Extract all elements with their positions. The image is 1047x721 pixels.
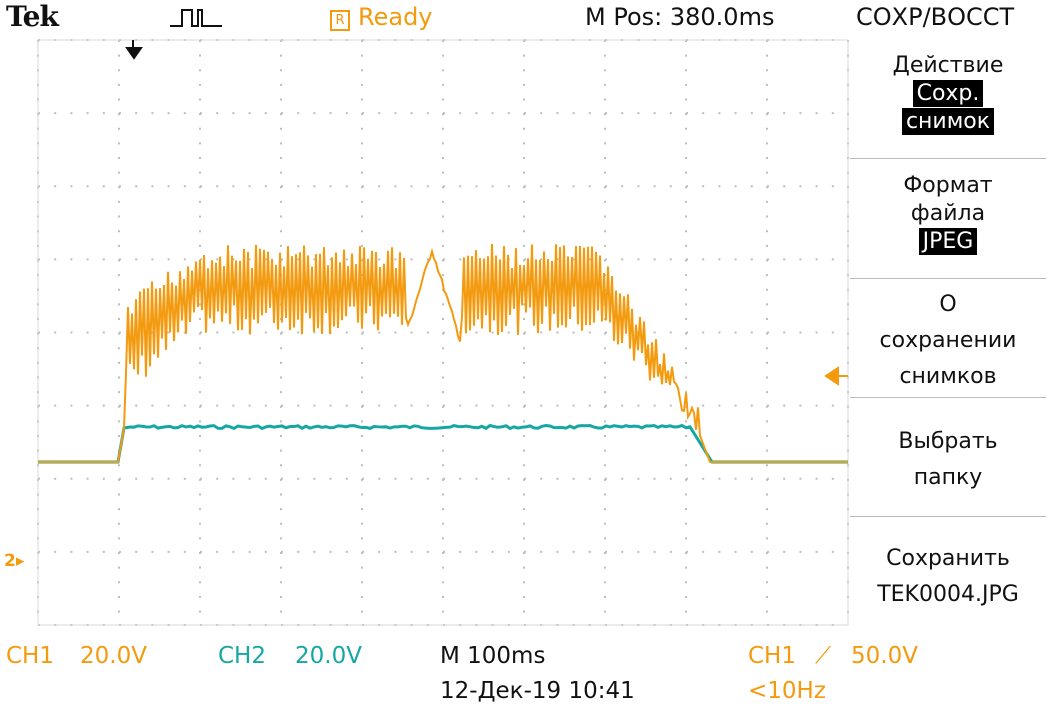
menu-separator	[850, 516, 1046, 517]
menu-separator	[850, 158, 1046, 159]
menu-file-format[interactable]: Формат файла JPEG	[850, 172, 1046, 256]
pulse-trigger-icon	[170, 9, 222, 27]
about-line1: О	[939, 292, 957, 317]
about-line2: сохранении	[879, 328, 1017, 353]
ch1-scale: 20.0V	[80, 643, 147, 669]
format-value: JPEG	[918, 228, 978, 255]
format-label-line1: Формат	[903, 173, 993, 198]
trigger-frequency: <10Hz	[748, 678, 826, 704]
trigger-status-text: Ready	[358, 3, 433, 31]
menu-separator	[850, 397, 1046, 398]
folder-line1: Выбрать	[898, 429, 998, 454]
timebase: M 100ms	[440, 643, 546, 669]
waveform-display	[37, 39, 849, 626]
ch2-scale: 20.0V	[295, 643, 362, 669]
ch1-waveform	[38, 243, 848, 463]
m-pos-readout: M Pos: 380.0ms	[585, 3, 775, 31]
menu-separator	[850, 278, 1046, 279]
ch2-waveform	[38, 423, 848, 464]
about-line3: снимков	[899, 364, 997, 389]
save-line1: Сохранить	[886, 546, 1010, 571]
ch2-ground-marker: 2▸	[4, 551, 25, 571]
menu-select-folder[interactable]: Выбрать папку	[850, 424, 1046, 496]
action-value-line2: снимок	[901, 108, 995, 135]
action-label: Действие	[892, 53, 1004, 78]
action-value-line1: Сохр.	[912, 80, 984, 107]
date-time: 12-Дек-19 10:41	[440, 678, 635, 704]
format-label-line2: файла	[910, 201, 986, 226]
trigger-status-icon: R	[330, 10, 350, 31]
menu-save-button[interactable]: Сохранить TEK0004.JPG	[850, 541, 1046, 613]
trigger-source: CH1	[748, 643, 796, 669]
menu-title: СОХР/ВОССТ	[856, 3, 1015, 31]
trigger-level-marker	[824, 366, 848, 386]
trigger-level: 50.0V	[851, 643, 918, 669]
ch1-label: CH1	[6, 643, 54, 669]
graticule-frame	[37, 39, 849, 626]
tek-logo: Tek	[6, 0, 59, 33]
ch2-label: CH2	[218, 643, 266, 669]
graticule	[37, 39, 849, 626]
save-line2: TEK0004.JPG	[877, 582, 1019, 607]
menu-action[interactable]: Действие Сохр. снимок	[850, 52, 1046, 136]
folder-line2: папку	[913, 465, 983, 490]
trigger-slope-icon: ⟋	[815, 643, 832, 669]
trigger-position-marker	[125, 40, 143, 60]
menu-about-screenshots[interactable]: О сохранении снимков	[850, 287, 1046, 395]
trigger-status: R Ready	[330, 2, 433, 32]
